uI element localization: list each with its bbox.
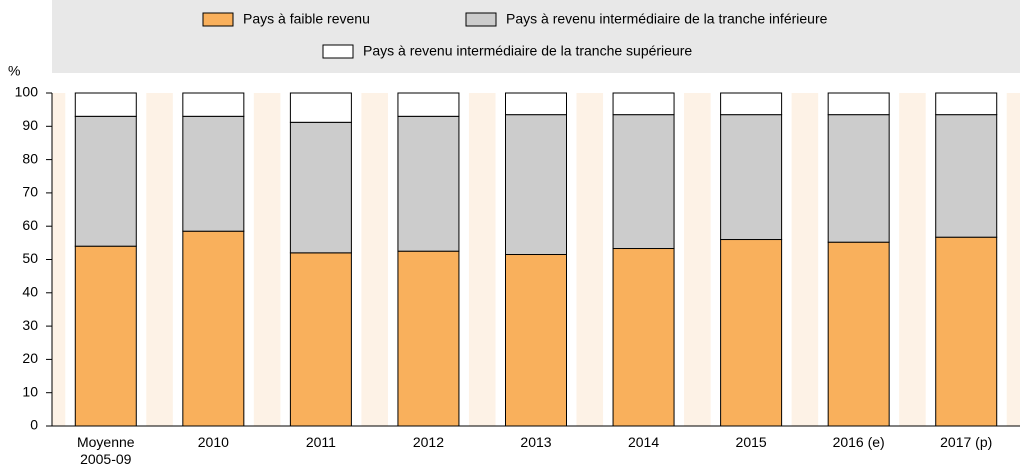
x-tick-label: Moyenne 2005-09: [76, 434, 135, 467]
bar-segment: [720, 92, 783, 116]
bar-segment: [720, 114, 783, 241]
y-tick-label: 100: [15, 84, 39, 100]
bar-segment: [935, 236, 998, 427]
bar-segment: [612, 248, 675, 427]
bar-segment: [827, 114, 890, 243]
bar-segment: [182, 230, 245, 427]
y-tick-label: 60: [22, 217, 38, 233]
bar-segment: [397, 92, 460, 117]
bar-segment: [827, 92, 890, 116]
background-stripe: [52, 93, 66, 426]
bar-segment: [505, 92, 567, 116]
y-tick-label: 20: [22, 350, 38, 366]
bar-segment: [182, 92, 245, 117]
y-tick-label: 50: [22, 250, 38, 266]
bar-segment: [182, 115, 245, 232]
x-tick-label: 2014: [627, 434, 660, 450]
bar-segment: [827, 241, 890, 427]
y-tick-label: 30: [22, 317, 38, 333]
y-axis-label: %: [8, 63, 20, 79]
y-tick-label: 0: [30, 417, 38, 433]
y-tick-label: 70: [22, 184, 38, 200]
bar-segment: [612, 114, 675, 250]
x-tick-label: 2011: [305, 434, 336, 450]
bar-segment: [74, 92, 137, 117]
bar-segment: [289, 92, 352, 123]
background-stripe: [576, 93, 604, 426]
x-tick-label: 2012: [412, 434, 445, 450]
x-tick-label: 2016 (e): [832, 434, 885, 450]
legend-swatch: [465, 12, 497, 27]
bar-segment: [289, 121, 352, 254]
legend-label: Pays à faible revenu: [243, 11, 370, 27]
y-tick-label: 40: [22, 284, 38, 300]
background-stripe: [1006, 93, 1020, 426]
bar-segment: [397, 250, 460, 427]
legend-label: Pays à revenu intermédiaire de la tranch…: [363, 43, 692, 59]
background-stripe: [791, 93, 819, 426]
legend-box: [52, 0, 1020, 73]
bar-segment: [720, 239, 783, 427]
bar-segment: [935, 114, 998, 238]
bar-segment: [397, 115, 460, 252]
bar-segment: [505, 254, 567, 427]
legend-swatch: [322, 44, 354, 59]
bar-segment: [612, 92, 675, 116]
bar-segment: [289, 252, 352, 427]
bar-segment: [74, 115, 137, 247]
background-stripe: [684, 93, 711, 426]
legend-label: Pays à revenu intermédiaire de la tranch…: [506, 11, 828, 27]
bar-segment: [74, 245, 137, 427]
bar-segment: [935, 92, 998, 116]
y-tick-label: 10: [22, 383, 38, 399]
background-stripe: [253, 93, 281, 426]
y-tick-label: 80: [22, 150, 38, 166]
x-tick-label: 2015: [735, 434, 767, 450]
x-tick-label: 2010: [197, 434, 229, 450]
bar-segment: [505, 114, 567, 256]
x-tick-label: 2017 (p): [940, 434, 993, 450]
y-tick-label: 90: [22, 117, 38, 133]
background-stripe: [361, 93, 388, 426]
background-stripe: [146, 93, 173, 426]
legend-swatch: [202, 12, 234, 27]
background-stripe: [899, 93, 926, 426]
x-tick-label: 2013: [520, 434, 552, 450]
background-stripe: [468, 93, 496, 426]
